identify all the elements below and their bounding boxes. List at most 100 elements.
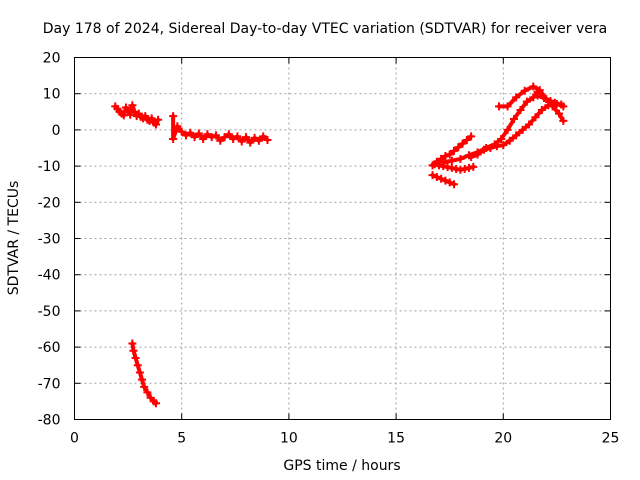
data-point — [128, 339, 137, 348]
data-point — [454, 143, 463, 152]
data-point — [151, 399, 160, 408]
data-point — [173, 122, 182, 131]
data-point — [492, 142, 501, 151]
y-tick-label: -50 — [38, 304, 61, 320]
data-point — [131, 353, 140, 362]
data-point — [432, 172, 441, 181]
data-point — [154, 115, 163, 124]
data-point — [135, 368, 144, 377]
data-point — [169, 134, 178, 143]
data-point — [259, 132, 268, 141]
data-point — [552, 99, 561, 108]
data-point — [224, 130, 233, 139]
chart-title: Day 178 of 2024, Sidereal Day-to-day VTE… — [43, 21, 607, 37]
data-point — [464, 163, 473, 172]
data-point — [540, 94, 549, 103]
data-point — [439, 158, 448, 167]
y-tick-label: 10 — [43, 87, 61, 103]
y-tick-label: -80 — [38, 413, 61, 429]
data-point — [522, 97, 531, 106]
x-tick-label: 20 — [494, 431, 512, 447]
data-point — [237, 137, 246, 146]
data-point — [212, 131, 221, 140]
series-track-4 — [428, 132, 476, 170]
data-point — [512, 131, 521, 140]
y-tick-label: 0 — [52, 123, 61, 139]
data-point — [199, 134, 208, 143]
data-point — [220, 133, 229, 142]
y-tick-label: -60 — [38, 340, 61, 356]
data-point — [428, 171, 437, 180]
y-tick-label: 20 — [43, 51, 61, 67]
series-track-10 — [533, 91, 568, 111]
data-point — [177, 127, 186, 136]
series-line — [497, 84, 566, 123]
y-tick-label: -20 — [38, 195, 61, 211]
data-point — [447, 163, 456, 172]
series-track-7 — [439, 87, 542, 167]
series-track-3 — [169, 112, 272, 147]
series-track-6 — [428, 171, 458, 189]
data-point — [242, 133, 251, 142]
series-track-9 — [495, 82, 568, 125]
data-point — [216, 136, 225, 145]
data-point — [441, 151, 450, 160]
data-point — [449, 180, 458, 189]
axis-ticks — [74, 57, 611, 420]
series-line — [430, 134, 474, 168]
data-point — [469, 162, 478, 171]
data-point — [143, 388, 152, 397]
series-track-8 — [467, 98, 566, 162]
data-point — [430, 160, 439, 169]
y-axis-label: SDTVAR / TECUs — [6, 181, 22, 296]
data-point — [559, 116, 568, 125]
data-point — [518, 125, 527, 134]
x-axis-label: GPS time / hours — [283, 458, 400, 474]
data-point — [254, 136, 263, 145]
data-point — [449, 146, 458, 155]
data-point — [537, 105, 546, 114]
x-tick-label: 5 — [177, 431, 186, 447]
data-point — [460, 164, 469, 173]
data-point — [151, 120, 160, 129]
data-point — [499, 141, 508, 150]
data-point — [203, 130, 212, 139]
data-point — [133, 361, 142, 370]
data-point — [546, 96, 555, 105]
data-point — [194, 129, 203, 138]
y-tick-label: -30 — [38, 232, 61, 248]
data-point — [263, 136, 272, 145]
data-point — [207, 133, 216, 142]
data-point — [533, 91, 542, 100]
x-tick-label: 10 — [280, 431, 298, 447]
data-point — [529, 93, 538, 102]
data-point — [130, 107, 139, 116]
data-point — [516, 105, 525, 114]
grid — [74, 57, 611, 420]
data-point — [147, 114, 156, 123]
data-point — [250, 133, 259, 142]
series-track-2 — [128, 339, 160, 408]
data-point — [437, 174, 446, 183]
data-point — [480, 145, 489, 154]
data-point — [140, 382, 149, 391]
data-point — [128, 101, 137, 110]
data-point — [495, 102, 504, 111]
data-point — [246, 138, 255, 147]
y-tick-labels: -80 -70 -60 -50 -40 -30 -20 -10 0 10 20 — [38, 51, 61, 429]
data-point — [503, 125, 512, 134]
series-track-1 — [111, 101, 163, 129]
data-point — [229, 134, 238, 143]
data-point — [486, 144, 495, 152]
data-series — [111, 82, 568, 408]
data-point — [510, 115, 519, 124]
x-tick-label: 25 — [602, 431, 620, 447]
data-point — [190, 133, 199, 142]
data-point — [233, 132, 242, 141]
data-point — [138, 375, 147, 384]
data-point — [503, 102, 512, 111]
data-point — [445, 150, 454, 159]
x-tick-label: 0 — [70, 431, 79, 447]
data-point — [441, 176, 450, 185]
